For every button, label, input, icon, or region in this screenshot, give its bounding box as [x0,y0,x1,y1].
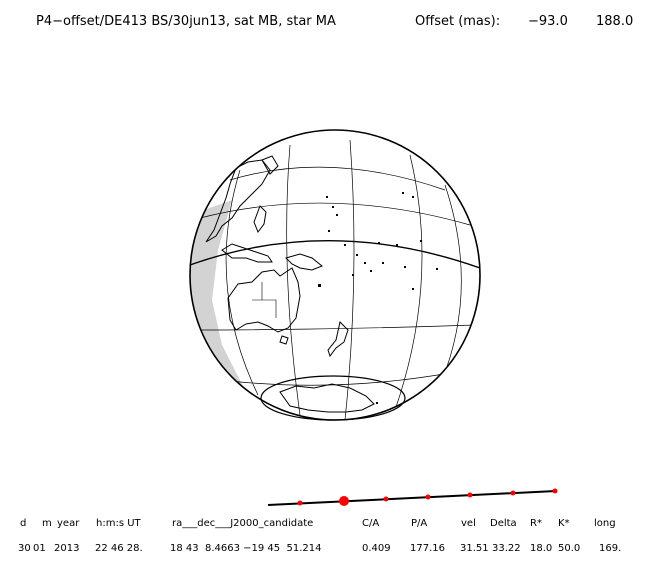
col-r: R* [530,518,542,529]
col-delta: Delta [490,518,517,529]
col-m: m [42,518,52,529]
val-radec: 18 43 8.4663 −19 45 51.214 [170,543,322,554]
antarctic-circle [260,375,406,421]
col-hms: h:m:s UT [96,518,141,529]
track-marker [425,494,431,500]
val-m: 01 [33,543,46,554]
val-year: 2013 [54,543,80,554]
val-r: 18.0 [530,543,553,554]
indonesia-outline [221,243,273,263]
meridian [394,154,423,411]
track-marker [383,496,389,502]
track-line [267,490,557,506]
plot-title: P4−offset/DE413 BS/30jun13, sat MB, star… [36,14,336,29]
track-marker [552,488,558,494]
col-k: K* [558,518,570,529]
globe-outline [189,129,481,421]
islands [318,192,438,404]
col-pa: P/A [411,518,428,529]
offset-y-value: 188.0 [596,14,634,29]
asia-coast-outline [205,159,271,243]
antarctica-outline [279,383,375,413]
japan-outline [261,155,279,175]
val-delta: 33.22 [492,543,521,554]
track-marker-current [339,496,349,506]
col-radec: ra___dec___J2000_candidate [172,518,314,529]
new-zealand-outline [327,321,349,358]
philippines-outline [253,205,267,234]
meridian [344,139,355,420]
val-pa: 177.16 [410,543,445,554]
offset-label: Offset (mas): [415,14,501,29]
track-marker [297,500,303,506]
parallel [190,324,476,331]
australia-border [252,282,277,318]
val-ca: 0.409 [362,543,391,554]
val-k: 50.0 [558,543,581,554]
graticule [190,139,476,420]
col-d: d [20,518,27,529]
australia-outline [227,267,301,333]
col-vel: vel [461,518,476,529]
parallel [229,166,446,191]
col-long: long [594,518,616,529]
parallel [204,371,456,386]
meridian [439,184,462,386]
col-year: year [57,518,80,529]
val-d: 30 [18,543,31,554]
offset-x-value: −93.0 [528,14,568,29]
val-long: 169. [599,543,622,554]
val-hms: 22 46 28. [95,543,143,554]
track-marker [510,490,516,496]
new-guinea-outline [285,253,323,271]
col-ca: C/A [362,518,380,529]
val-vel: 31.51 [460,543,489,554]
meridian [286,144,301,416]
parallel [199,202,471,226]
track-marker [467,492,473,498]
meridian [225,169,259,396]
tasmania-outline [279,335,289,345]
